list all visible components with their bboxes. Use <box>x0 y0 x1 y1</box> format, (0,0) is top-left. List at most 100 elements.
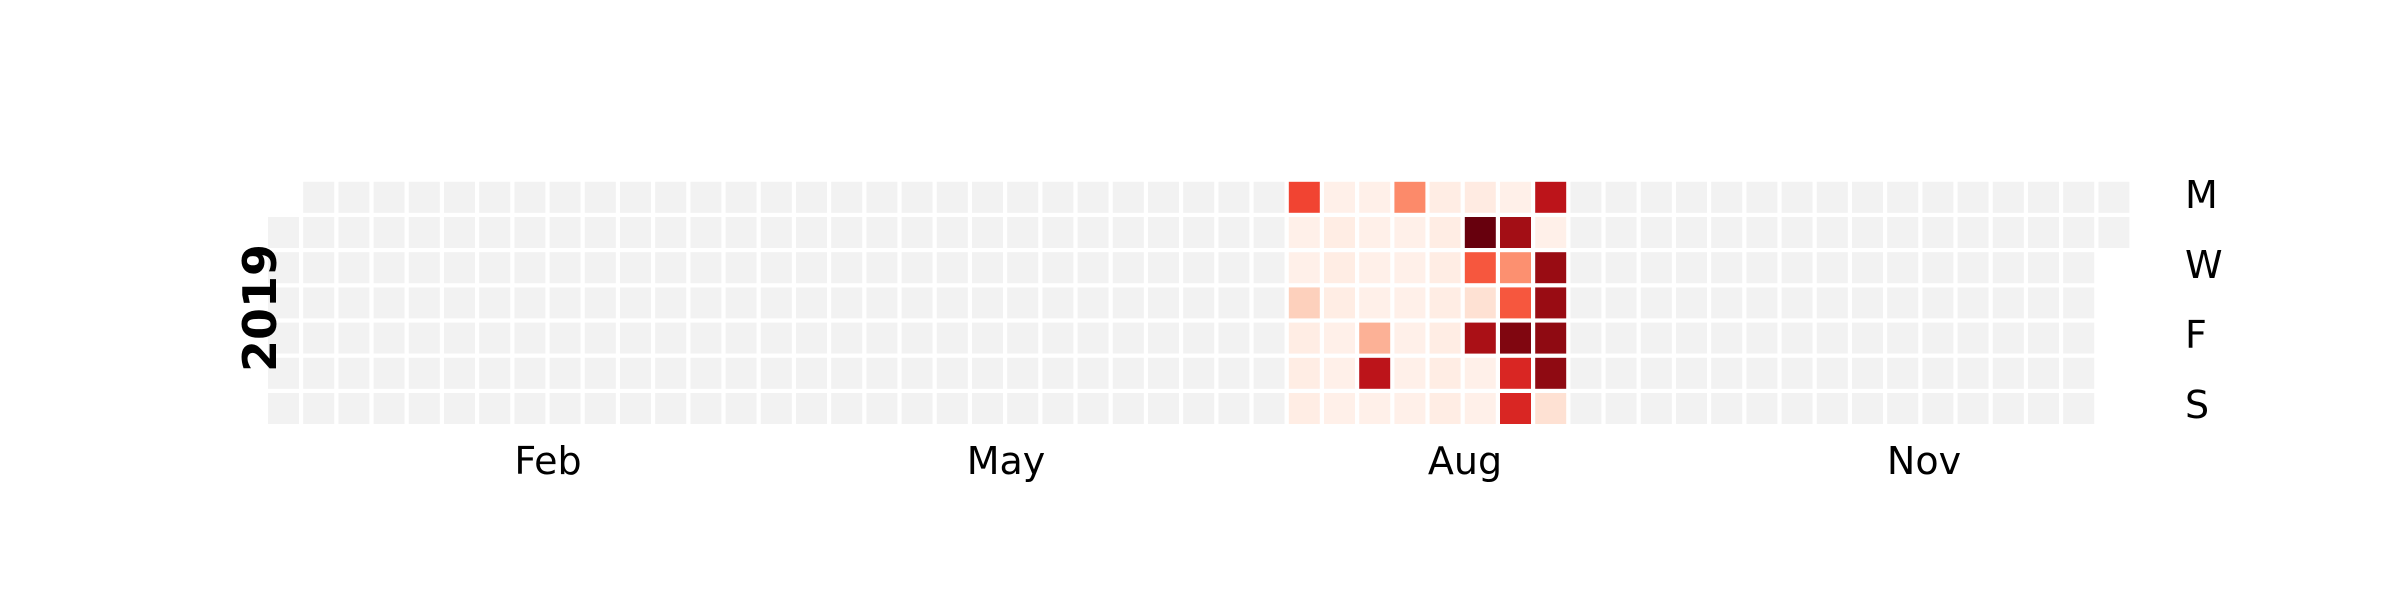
heatmap-cell <box>655 287 687 319</box>
heatmap-cell <box>2028 357 2059 389</box>
heatmap-cell <box>549 217 581 248</box>
heatmap-cell <box>1359 217 1391 248</box>
heatmap-cell <box>1429 393 1461 424</box>
heatmap-cell <box>408 217 440 248</box>
heatmap-cell <box>584 322 616 354</box>
heatmap-cell <box>303 322 335 354</box>
heatmap-cell <box>1288 252 1320 284</box>
heatmap-cell <box>901 181 933 213</box>
heatmap-cell <box>936 393 968 424</box>
heatmap-cell <box>1640 217 1672 248</box>
heatmap-cell <box>373 357 405 389</box>
heatmap-cell <box>1112 252 1144 284</box>
heatmap-cell <box>796 393 827 424</box>
heatmap-cell <box>831 252 863 284</box>
heatmap-cell <box>1288 393 1320 424</box>
heatmap-cell <box>1535 217 1567 248</box>
heatmap-cell <box>1570 393 1602 424</box>
heatmap-cell <box>1112 181 1144 213</box>
heatmap-cell <box>408 357 440 389</box>
heatmap-cell <box>866 252 898 284</box>
heatmap-cell <box>1253 322 1285 354</box>
heatmap-cell <box>690 252 722 284</box>
heatmap-cell <box>1429 252 1461 284</box>
heatmap-cell <box>725 393 757 424</box>
heatmap-cell <box>655 322 687 354</box>
heatmap-cell <box>303 252 335 284</box>
heatmap-cell <box>1183 252 1215 284</box>
heatmap-cell <box>1957 393 1989 424</box>
heatmap-cell <box>1640 393 1672 424</box>
heatmap-cell <box>936 287 968 319</box>
heatmap-cell <box>1781 287 1813 319</box>
heatmap-cell <box>1324 322 1355 354</box>
heatmap-cell <box>1746 393 1778 424</box>
heatmap-cell <box>1711 287 1743 319</box>
heatmap-cell <box>584 181 616 213</box>
heatmap-cell <box>760 181 792 213</box>
heatmap-cell <box>725 252 757 284</box>
heatmap-cell <box>1676 181 1707 213</box>
heatmap-cell <box>444 357 475 389</box>
heatmap-cell <box>549 181 581 213</box>
heatmap-cell <box>1429 357 1461 389</box>
day-label-mon: M <box>2185 173 2218 217</box>
heatmap-cell <box>1992 322 2024 354</box>
heatmap-cell <box>901 357 933 389</box>
heatmap-cell <box>1887 217 1919 248</box>
heatmap-cell <box>1570 252 1602 284</box>
heatmap-cell <box>1816 322 1848 354</box>
heatmap-cell <box>725 287 757 319</box>
heatmap-cell <box>831 181 863 213</box>
heatmap-cell <box>1746 322 1778 354</box>
heatmap-cell <box>1359 322 1391 354</box>
heatmap-cell <box>1324 393 1355 424</box>
heatmap-cell <box>1183 357 1215 389</box>
heatmap-cell <box>1112 322 1144 354</box>
year-label: 2019 <box>233 244 287 372</box>
heatmap-cell <box>2028 217 2059 248</box>
heatmap-cell <box>338 357 370 389</box>
heatmap-cell <box>690 393 722 424</box>
heatmap-cell <box>1535 287 1567 319</box>
heatmap-cell <box>1535 181 1567 213</box>
heatmap-cell <box>1183 217 1215 248</box>
heatmap-cell <box>1640 322 1672 354</box>
heatmap-cell <box>1324 217 1355 248</box>
heatmap-cell <box>1957 357 1989 389</box>
heatmap-cell <box>1570 357 1602 389</box>
heatmap-cell <box>1781 357 1813 389</box>
heatmap-cell <box>725 181 757 213</box>
heatmap-cell <box>1992 217 2024 248</box>
heatmap-cell <box>620 217 651 248</box>
heatmap-cell <box>2063 322 2095 354</box>
heatmap-cell <box>1781 393 1813 424</box>
heatmap-cell <box>1500 252 1531 284</box>
heatmap-cell <box>1605 181 1637 213</box>
heatmap-cell <box>1077 322 1109 354</box>
heatmap-cell <box>1394 357 1426 389</box>
heatmap-cell <box>620 252 651 284</box>
heatmap-cell <box>760 393 792 424</box>
heatmap-cell <box>268 322 299 354</box>
heatmap-cell <box>972 393 1003 424</box>
heatmap-cell <box>549 287 581 319</box>
heatmap-cell <box>1992 252 2024 284</box>
heatmap-cell <box>1535 252 1567 284</box>
heatmap-cell <box>1711 217 1743 248</box>
heatmap-cell <box>1922 217 1954 248</box>
heatmap-cell <box>655 252 687 284</box>
heatmap-cell <box>1077 357 1109 389</box>
heatmap-cell <box>408 287 440 319</box>
heatmap-cell <box>2028 181 2059 213</box>
heatmap-cell <box>1253 393 1285 424</box>
heatmap-cells <box>268 181 2130 424</box>
heatmap-cell <box>655 357 687 389</box>
heatmap-cell <box>1781 252 1813 284</box>
heatmap-cell <box>549 393 581 424</box>
heatmap-cell <box>1711 322 1743 354</box>
heatmap-cell <box>796 322 827 354</box>
heatmap-cell <box>2063 393 2095 424</box>
heatmap-cell <box>549 252 581 284</box>
heatmap-cell <box>866 322 898 354</box>
